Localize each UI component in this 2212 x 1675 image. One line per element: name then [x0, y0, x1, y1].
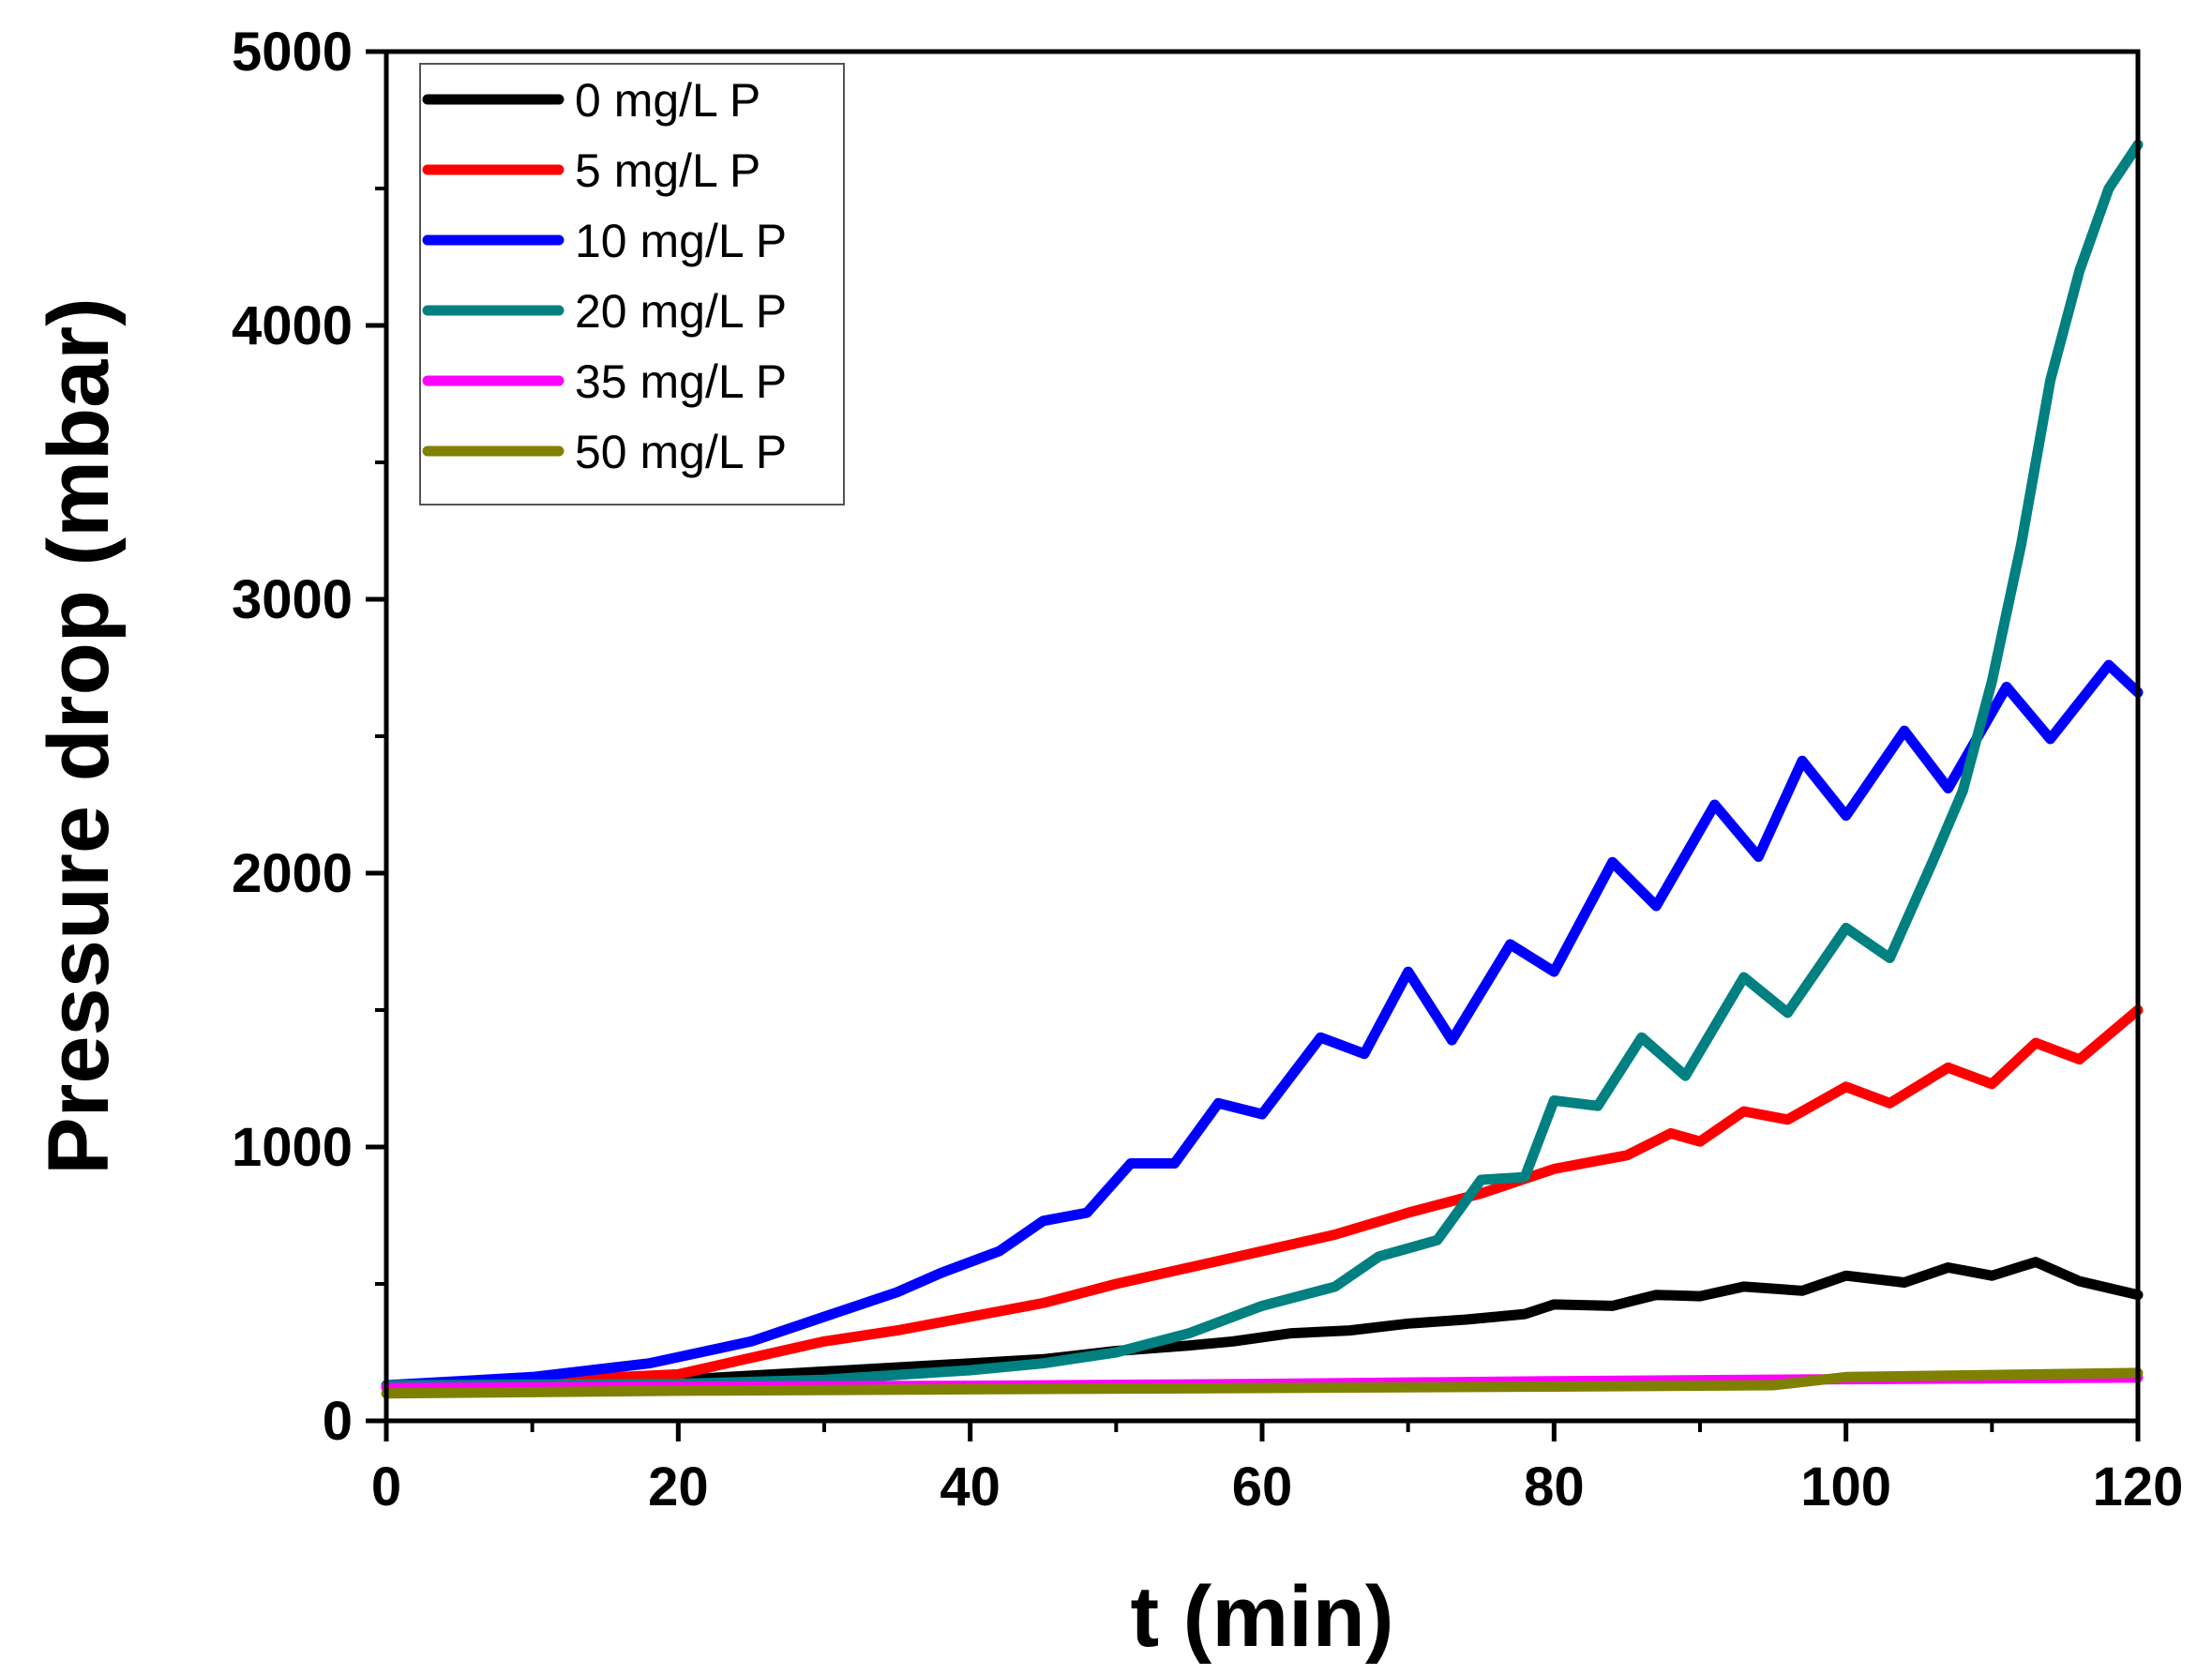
series-line-1	[381, 1004, 2144, 1391]
legend: 0 mg/L P 5 mg/L P 10 mg/L P 20 mg/L P 35 mg/…	[419, 63, 845, 506]
legend-label: 20 mg/L P	[575, 285, 787, 338]
series-line-3	[381, 139, 2144, 1391]
x-tick-label: 80	[1524, 1456, 1585, 1517]
x-axis-title: t (min)	[1130, 1569, 1393, 1665]
series-line-0	[381, 1257, 2144, 1391]
x-tick-label: 20	[648, 1456, 709, 1517]
x-tick-label: 60	[1232, 1456, 1293, 1517]
y-tick-label: 0	[323, 1391, 353, 1452]
x-tick-label: 40	[940, 1456, 1001, 1517]
ticks-layer: 0 20 40 60 80 100 120 0 1000 2000 3000 4000 5000	[232, 22, 2183, 1517]
x-tick-label: 120	[2093, 1456, 2184, 1517]
legend-label: 50 mg/L P	[575, 426, 787, 478]
y-tick-label: 4000	[232, 295, 353, 356]
y-axis-title: Pressure drop (mbar)	[31, 297, 127, 1175]
y-tick-label: 1000	[232, 1117, 353, 1178]
legend-label: 5 mg/L P	[575, 144, 760, 197]
y-tick-label: 5000	[232, 22, 353, 83]
legend-label: 0 mg/L P	[575, 74, 760, 127]
y-tick-label: 3000	[232, 569, 353, 630]
y-tick-label: 2000	[232, 843, 353, 904]
series-layer	[381, 139, 2144, 1399]
legend-label: 10 mg/L P	[575, 215, 787, 267]
x-tick-label: 100	[1800, 1456, 1891, 1517]
series-line-2	[381, 659, 2144, 1391]
series-line-5	[381, 1367, 2144, 1399]
legend-label: 35 mg/L P	[575, 355, 787, 408]
x-tick-label: 0	[371, 1456, 401, 1517]
legend-box	[419, 63, 845, 506]
